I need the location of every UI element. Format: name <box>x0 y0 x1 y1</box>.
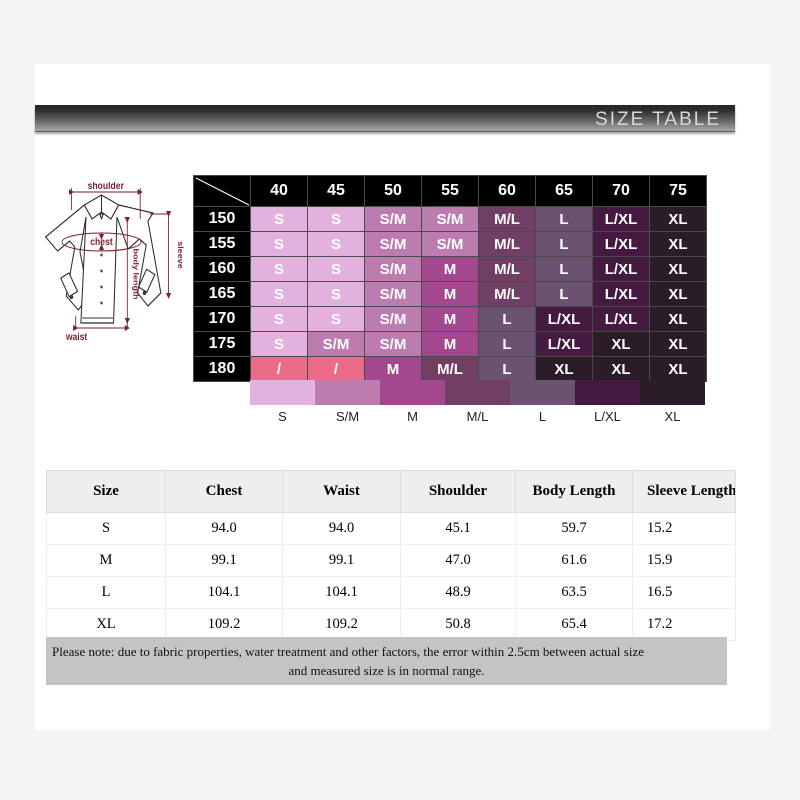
svg-text:sleeve: sleeve <box>176 241 185 269</box>
svg-text:shoulder: shoulder <box>88 182 125 191</box>
svg-text:body length: body length <box>131 249 140 300</box>
svg-text:waist: waist <box>65 331 87 342</box>
svg-text:chest: chest <box>90 236 112 247</box>
